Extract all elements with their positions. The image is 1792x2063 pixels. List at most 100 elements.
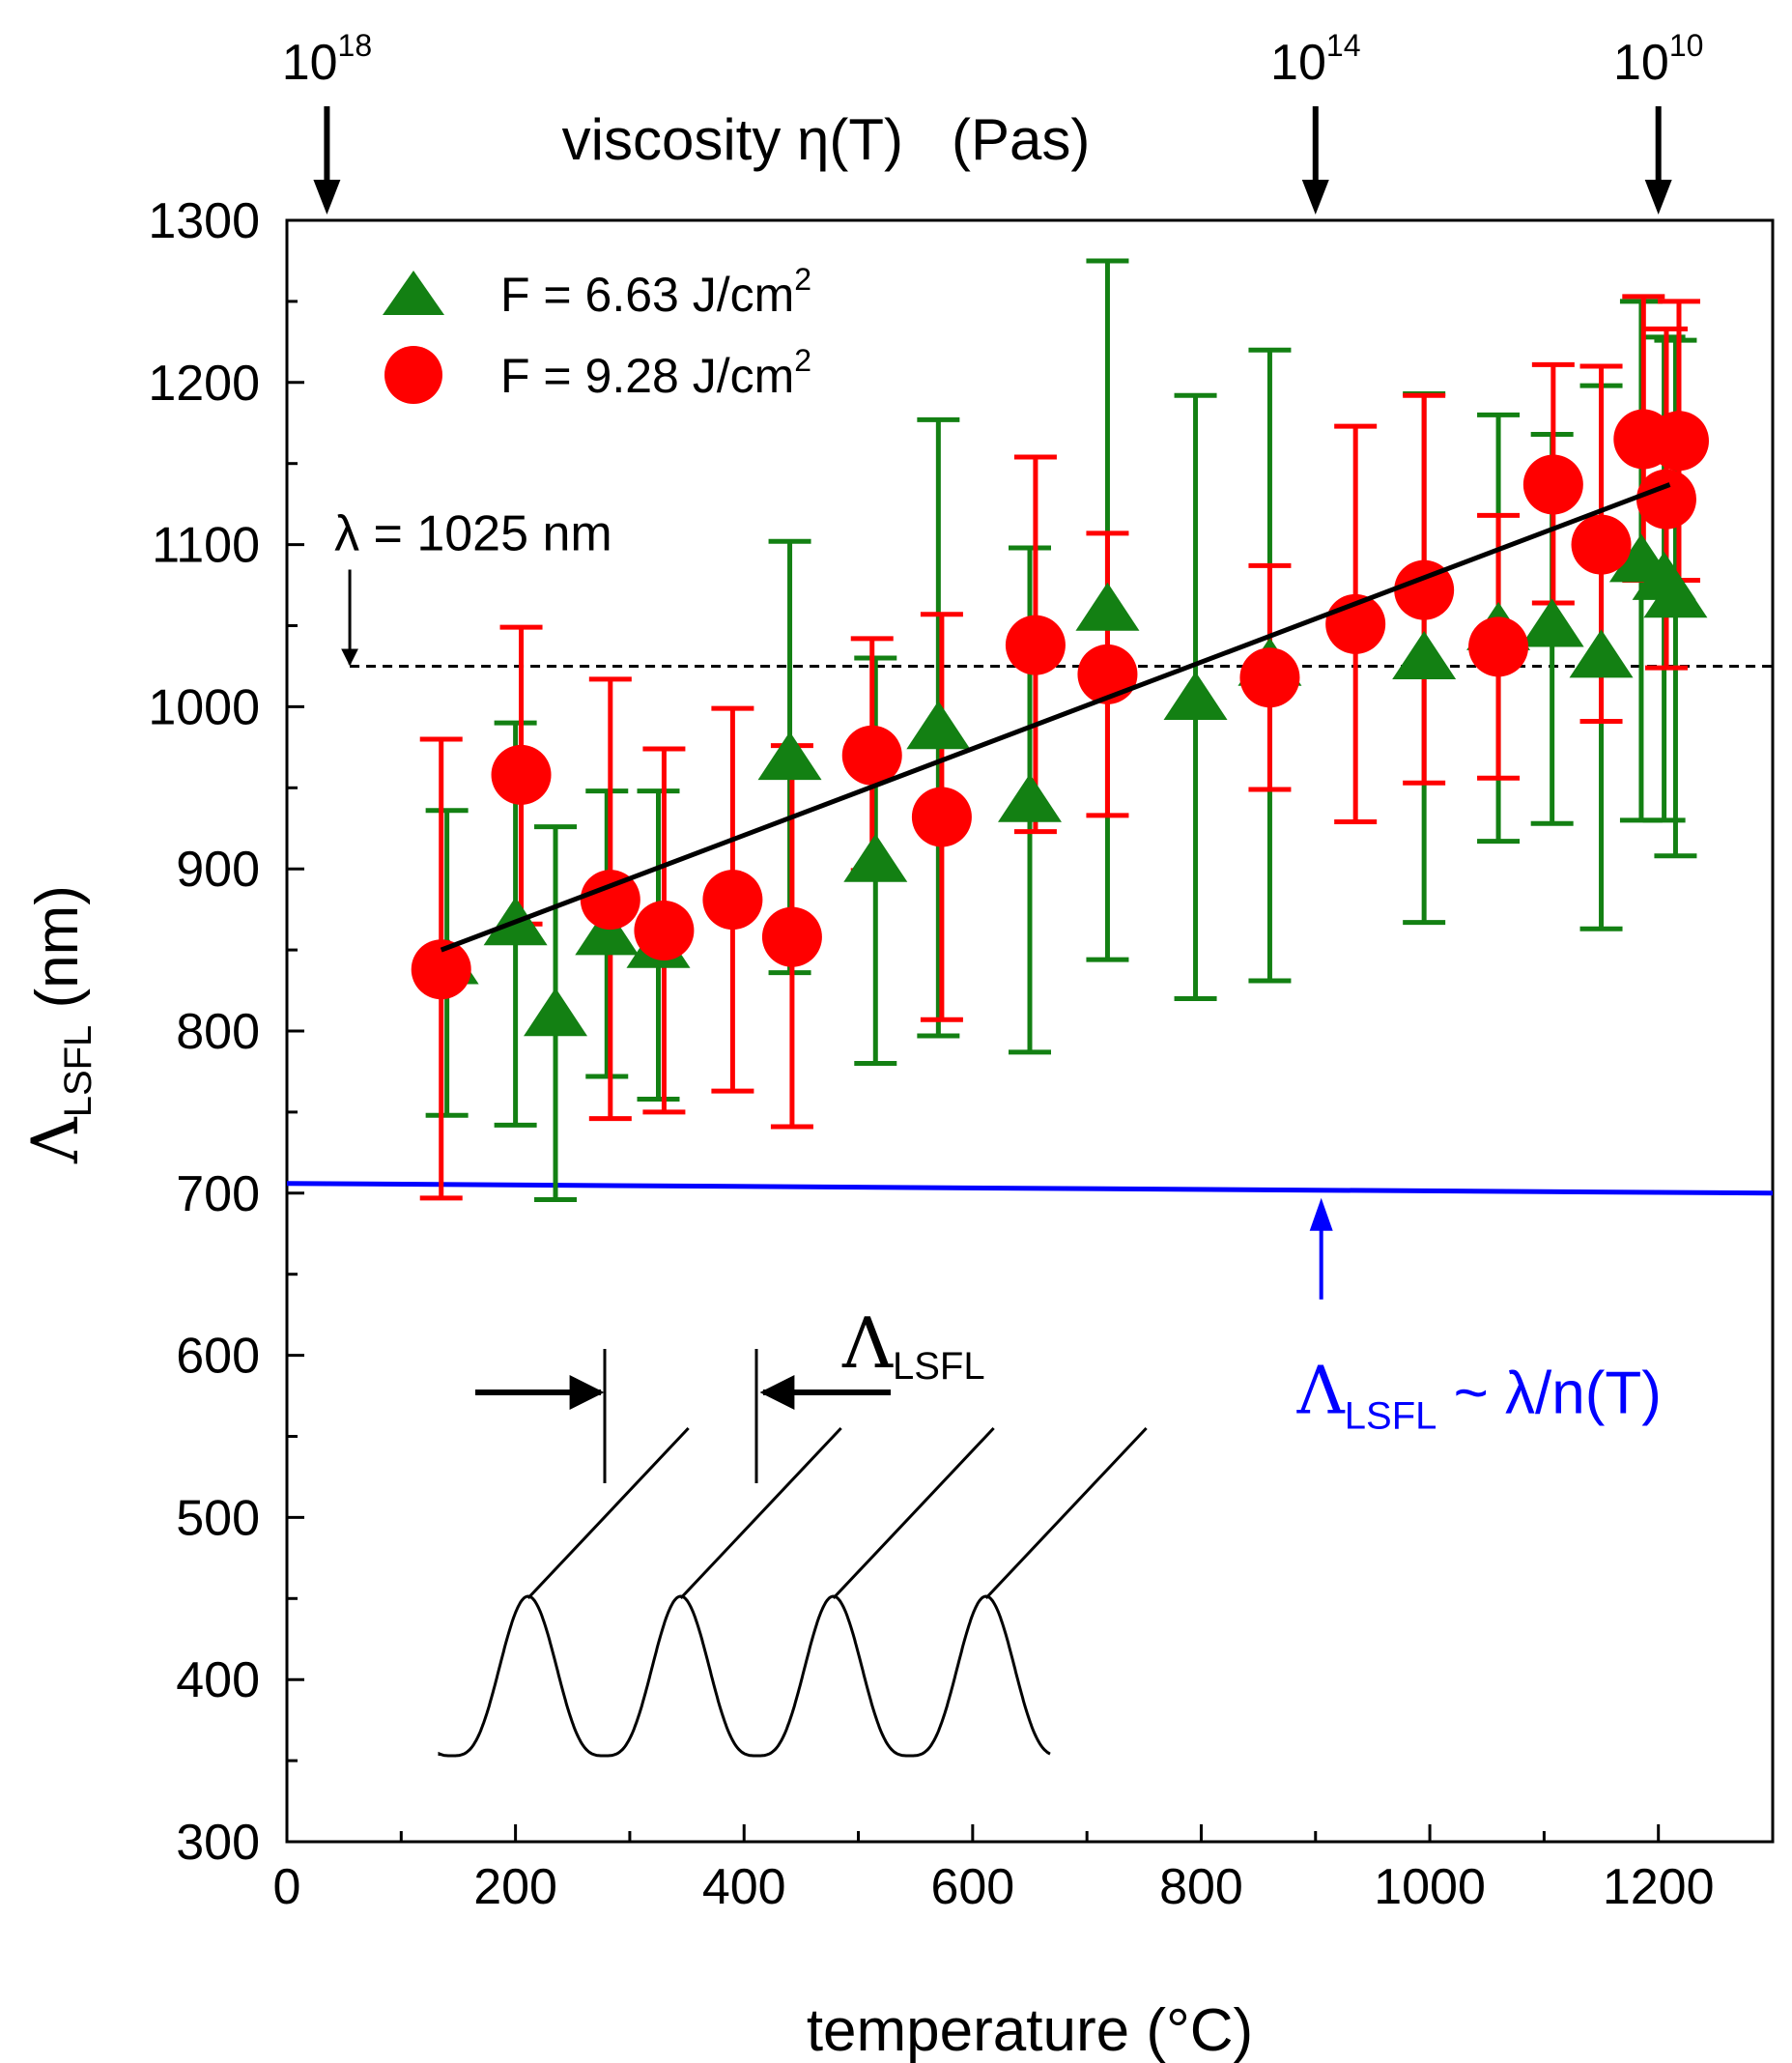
inset-slant-line [526,1426,690,1600]
inset-label-subscript: LSFL [893,1345,985,1388]
data-point-triangle [843,833,908,882]
axis-ticks [285,218,1775,1844]
y-tick-label: 400 [176,1652,260,1708]
viscosity-title: viscosity η(T) (Pas) [562,107,1091,172]
data-point-circle [1648,411,1709,472]
y-tick-label: 500 [176,1490,260,1546]
x-tick-label: 1000 [1374,1859,1486,1915]
legend-series-1-sup: 2 [794,262,811,297]
legend-triangle-marker [383,271,444,315]
data-point-circle [1468,616,1529,677]
svg-text:ΛLSFL (nm): ΛLSFL (nm) [18,885,100,1164]
y-tick-label: 300 [176,1815,260,1871]
y-tick-label: 1300 [148,193,260,249]
y-axis-unit: (nm) [24,885,91,1025]
data-point-circle [1394,559,1455,620]
viscosity-arrowhead [1644,180,1672,215]
y-tick-label: 600 [176,1329,260,1385]
x-axis-title: temperature (°C) [807,1997,1253,2063]
y-tick-labels: 300 400 500 600 700 800 900 1000 1100 1200 1300 [148,193,260,1871]
data-point-circle [1239,647,1300,708]
theory-label-symbol: Λ [1296,1354,1346,1430]
data-point-triangle [1392,631,1457,680]
theory-arrowhead [1309,1197,1333,1231]
data-point-circle [1636,469,1696,530]
y-tick-label: 800 [176,1004,260,1060]
legend-label-series-1: F = 6.63 J/cm2 [500,262,811,322]
inset-label-symbol: Λ [841,1303,894,1384]
data-point-circle [1077,644,1138,704]
data-point-circle [1522,454,1583,515]
viscosity-label: 1018 [282,28,372,91]
viscosity-label: 1014 [1270,28,1360,91]
viscosity-label-exp: 10 [1669,28,1704,63]
data-point-circle [411,939,471,1000]
data-point-circle [634,900,695,960]
data-point-triangle [524,988,588,1037]
viscosity-label-base: 10 [1270,35,1326,91]
data-point-circle [491,744,552,805]
legend-series-1-text: F = 6.63 J/cm [500,268,794,322]
data-point-circle [1571,514,1632,575]
data-point-triangle [1075,582,1140,631]
series-layer [411,258,1709,1203]
series-2 [419,294,1700,1201]
viscosity-label-base: 10 [1613,35,1669,91]
y-tick-label: 1100 [152,518,260,574]
data-point-triangle [575,906,640,956]
data-point-triangle [1643,569,1708,618]
y-tick-label: 700 [176,1166,260,1222]
y-axis-title: ΛLSFL (nm) [18,885,100,1164]
data-point-circle [1005,615,1066,675]
y-axis-symbol: Λ [18,1116,93,1164]
viscosity-label-base: 10 [282,35,338,91]
data-point-triangle [998,773,1062,822]
legend-series-2-text: F = 9.28 J/cm [500,349,794,403]
theory-label-subscript: LSFL [1345,1395,1437,1438]
fit-line [440,482,1671,953]
viscosity-label-exp: 18 [338,28,373,63]
x-tick-label: 800 [1159,1859,1243,1915]
data-point-circle [702,870,763,931]
x-tick-label: 400 [702,1859,786,1915]
x-tick-label: 1200 [1603,1859,1715,1915]
inset-slant-lines [526,1426,1148,1600]
x-tick-label: 200 [473,1859,557,1915]
data-point-circle [580,870,640,931]
viscosity-label-exp: 14 [1326,28,1361,63]
x-tick-label: 600 [930,1859,1014,1915]
data-point-triangle [1163,672,1228,721]
x-tick-label: 0 [273,1859,301,1915]
reference-line-label: λ = 1025 nm [334,505,612,561]
y-tick-label: 1200 [148,356,260,412]
inset-label: ΛLSFL [841,1303,985,1388]
viscosity-arrowhead [313,180,341,215]
y-tick-label: 1000 [148,679,260,735]
data-point-circle [761,906,822,967]
data-point-triangle [906,701,971,750]
theory-line [286,1181,1774,1196]
data-point-circle [841,725,902,786]
inset-schematic: ΛLSFL [438,1303,1148,1758]
data-point-triangle [757,731,822,781]
legend-series-2-sup: 2 [794,343,811,378]
legend-label-series-2: F = 9.28 J/cm2 [500,343,811,403]
data-point-triangle [1520,598,1584,647]
y-tick-label: 900 [176,842,260,898]
inset-wave [438,1594,1051,1758]
legend: F = 6.63 J/cm2 F = 9.28 J/cm2 [383,262,811,404]
viscosity-label: 1010 [1613,28,1703,91]
series-2-markers [411,409,1709,1000]
x-tick-labels: 0 200 400 600 800 1000 1200 [273,1859,1715,1915]
inset-slant-line [832,1426,995,1600]
inset-slant-line [679,1426,842,1600]
viscosity-markers: 1018 1014 1010 [282,28,1703,215]
inset-slant-line [984,1426,1148,1600]
theory-label: ΛLSFL ~ λ/n(T) [1296,1354,1662,1438]
data-point-triangle [1569,629,1634,678]
y-axis-subscript: LSFL [57,1025,100,1118]
theory-label-rest: ~ λ/n(T) [1436,1361,1662,1427]
viscosity-arrowhead [1301,180,1329,215]
legend-circle-marker [384,346,442,404]
